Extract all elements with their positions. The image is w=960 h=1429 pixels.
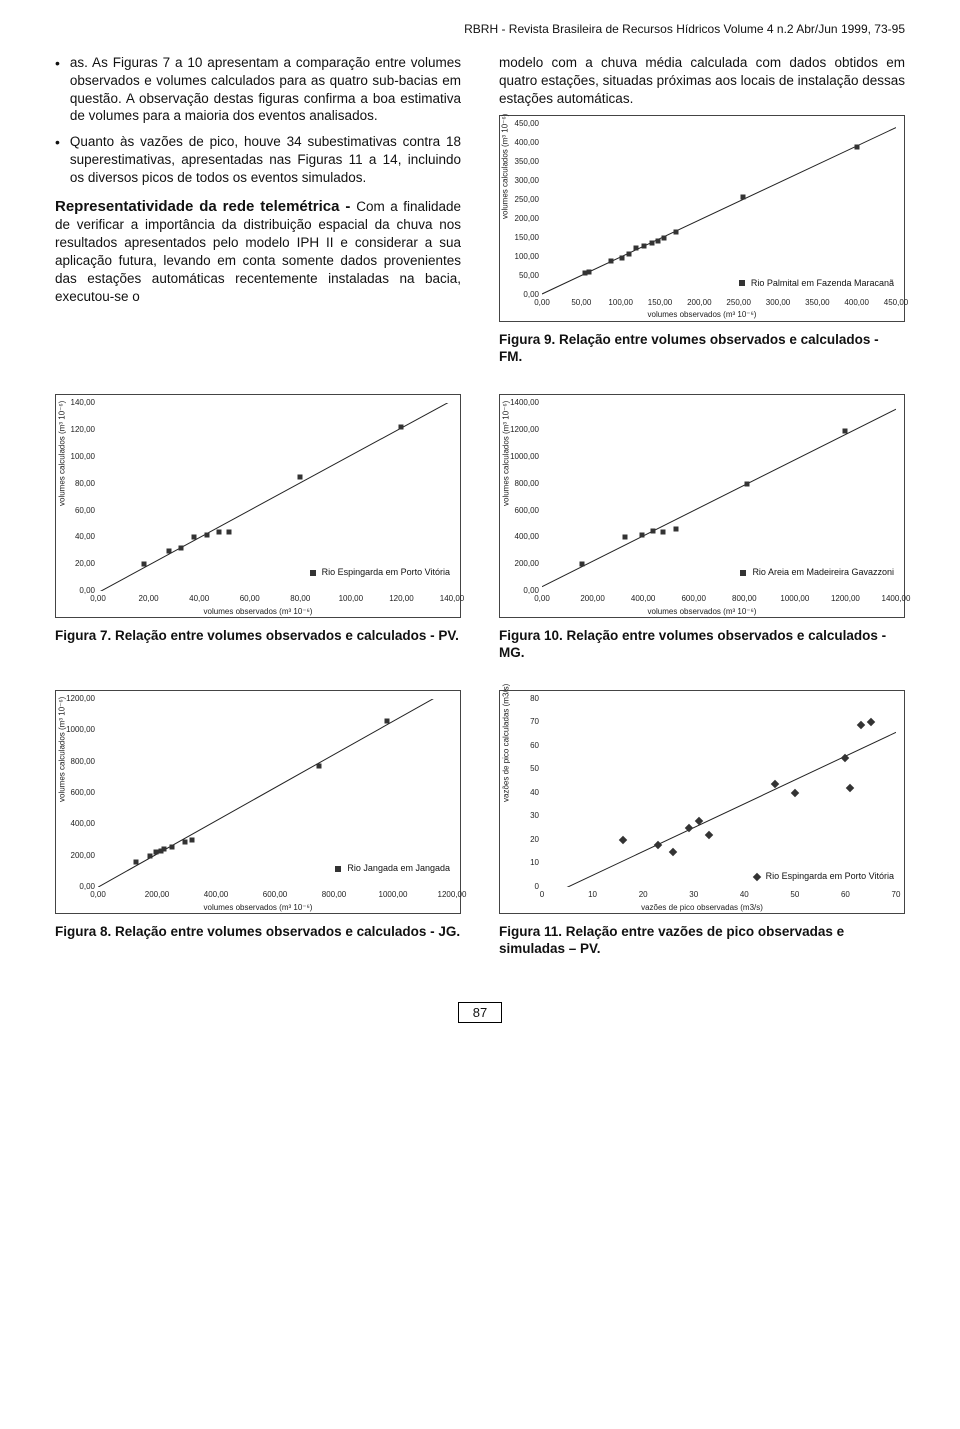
subhead-lead: Representatividade da rede telemétrica -	[55, 198, 356, 215]
figure-7-caption: Figura 7. Relação entre volumes observad…	[55, 628, 461, 645]
figure-11-chart: 01020304050607080010203040506070vazões d…	[499, 690, 905, 914]
bullet-1: as. As Figuras 7 a 10 apresentam a compa…	[70, 54, 461, 125]
right-p1: modelo com a chuva média calculada com d…	[499, 54, 905, 107]
figure-9-chart: 0,0050,00100,00150,00200,00250,00300,003…	[499, 115, 905, 322]
subhead-para: Representatividade da rede telemétrica -…	[55, 197, 461, 306]
figure-11-caption: Figura 11. Relação entre vazões de pico …	[499, 924, 905, 958]
figure-8-chart: 0,00200,00400,00600,00800,001000,001200,…	[55, 690, 461, 914]
bullet-list: as. As Figuras 7 a 10 apresentam a compa…	[55, 54, 461, 187]
figure-10-caption: Figura 10. Relação entre volumes observa…	[499, 628, 905, 662]
bullet-2: Quanto às vazões de pico, houve 34 subes…	[70, 133, 461, 186]
page-header: RBRH - Revista Brasileira de Recursos Hí…	[55, 22, 905, 36]
page-number: 87	[55, 1002, 905, 1023]
figure-9-caption: Figura 9. Relação entre volumes observad…	[499, 332, 905, 366]
figure-8-caption: Figura 8. Relação entre volumes observad…	[55, 924, 461, 941]
figure-10-chart: 0,00200,00400,00600,00800,001000,001200,…	[499, 394, 905, 618]
figure-7-chart: 0,0020,0040,0060,0080,00100,00120,00140,…	[55, 394, 461, 618]
